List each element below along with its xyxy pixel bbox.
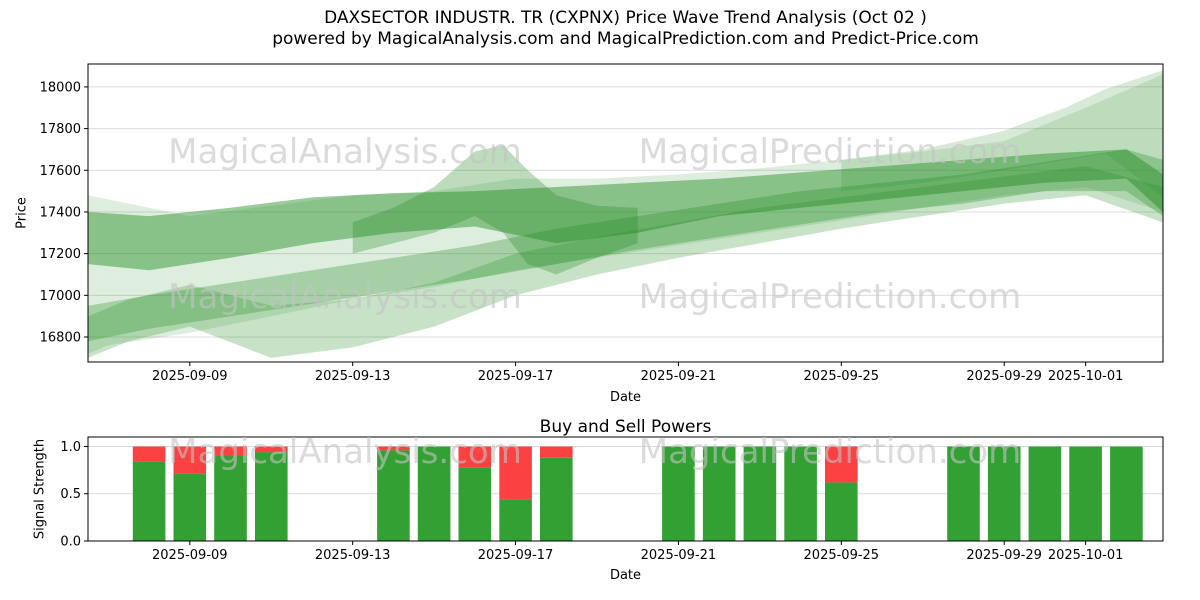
gridlines (88, 86, 1163, 338)
y-tick-label: 17400 (40, 205, 81, 220)
power-xaxis-label: Date (609, 568, 642, 583)
wave-band (88, 149, 1163, 342)
y-tick-label: 16800 (40, 330, 81, 345)
sell-bar (499, 446, 532, 500)
power-bars (132, 446, 1143, 541)
x-tick-label: 2025-09-09 (152, 369, 228, 384)
sell-bar (825, 446, 858, 483)
price-axis-label: Price (14, 197, 30, 229)
price-xaxis-label: Date (609, 390, 642, 405)
x-tick-label: 2025-10-01 (1048, 548, 1124, 563)
x-tick-label: 2025-09-25 (804, 369, 880, 384)
x-tick-labels: 2025-09-09 2025-09-13 2025-09-17 2025-09-21… (152, 362, 1123, 384)
x-tick-label: 2025-09-17 (478, 548, 554, 563)
y-tick-label: 17200 (40, 247, 81, 262)
axes-frame (87, 63, 1164, 363)
y-tick-label: 17600 (40, 164, 81, 179)
buy-bar (132, 461, 166, 541)
buy-bar (784, 446, 817, 541)
x-tick-labels: 2025-09-09 2025-09-13 2025-09-17 2025-09-21… (152, 541, 1123, 563)
sell-bar (458, 446, 492, 468)
sell-bar (540, 446, 573, 458)
y-tick-label: 17800 (40, 122, 81, 137)
buy-bar (499, 499, 532, 541)
x-tick-label: 2025-09-25 (804, 548, 880, 563)
buy-bar (987, 446, 1021, 541)
buy-bar (1110, 446, 1143, 541)
axes-frame (87, 436, 1164, 542)
y-tick-label: 17000 (40, 289, 81, 304)
y-tick-labels: 0.0 0.5 1.0 (60, 440, 88, 550)
chart-subtitle: powered by MagicalAnalysis.com and Magic… (272, 29, 979, 49)
buy-bar (417, 446, 451, 541)
power-chart-title: Buy and Sell Powers (539, 417, 712, 437)
buy-bar (173, 473, 207, 541)
x-tick-label: 2025-09-29 (966, 548, 1042, 563)
buy-bar (825, 482, 858, 541)
price-bands (88, 70, 1163, 358)
x-tick-label: 2025-10-01 (1048, 369, 1124, 384)
price-wave-chart: 16800 17000 17200 17400 17600 17800 18000 2025-… (40, 63, 1164, 384)
wave-band (88, 166, 1163, 358)
y-tick-label: 18000 (40, 80, 81, 95)
y-tick-labels: 16800 17000 17200 17400 17600 17800 18000 (40, 80, 88, 345)
wave-band (352, 145, 638, 275)
wave-band (88, 74, 1163, 354)
buy-bar (540, 457, 573, 541)
x-tick-label: 2025-09-29 (966, 369, 1042, 384)
buy-bar (662, 446, 695, 541)
x-tick-label: 2025-09-17 (478, 369, 554, 384)
wave-band (841, 70, 1163, 198)
x-tick-label: 2025-09-13 (315, 548, 391, 563)
buy-bar (1028, 446, 1062, 541)
buy-bar (702, 446, 736, 541)
y-tick-label: 0.0 (60, 535, 81, 550)
sell-bar (173, 446, 207, 474)
y-tick-label: 1.0 (60, 440, 81, 455)
wave-band (88, 149, 1163, 271)
buy-bar (214, 455, 247, 541)
buy-bar (458, 467, 492, 541)
chart-title: DAXSECTOR INDUSTR. TR (CXPNX) Price Wave… (324, 8, 927, 28)
buy-bar (1069, 446, 1102, 541)
sell-bar (377, 446, 410, 451)
x-tick-label: 2025-09-13 (315, 369, 391, 384)
buy-bar (255, 452, 288, 541)
signal-axis-label: Signal Strength (32, 438, 48, 540)
buy-bar (377, 450, 410, 541)
x-tick-label: 2025-09-09 (152, 548, 228, 563)
sell-bar (255, 446, 288, 453)
buy-bar (947, 446, 980, 541)
sell-bar (132, 446, 166, 462)
buy-bar (743, 446, 777, 541)
y-tick-label: 0.5 (60, 487, 81, 502)
x-tick-label: 2025-09-21 (641, 369, 717, 384)
sell-bar (214, 446, 247, 456)
x-tick-label: 2025-09-21 (641, 548, 717, 563)
